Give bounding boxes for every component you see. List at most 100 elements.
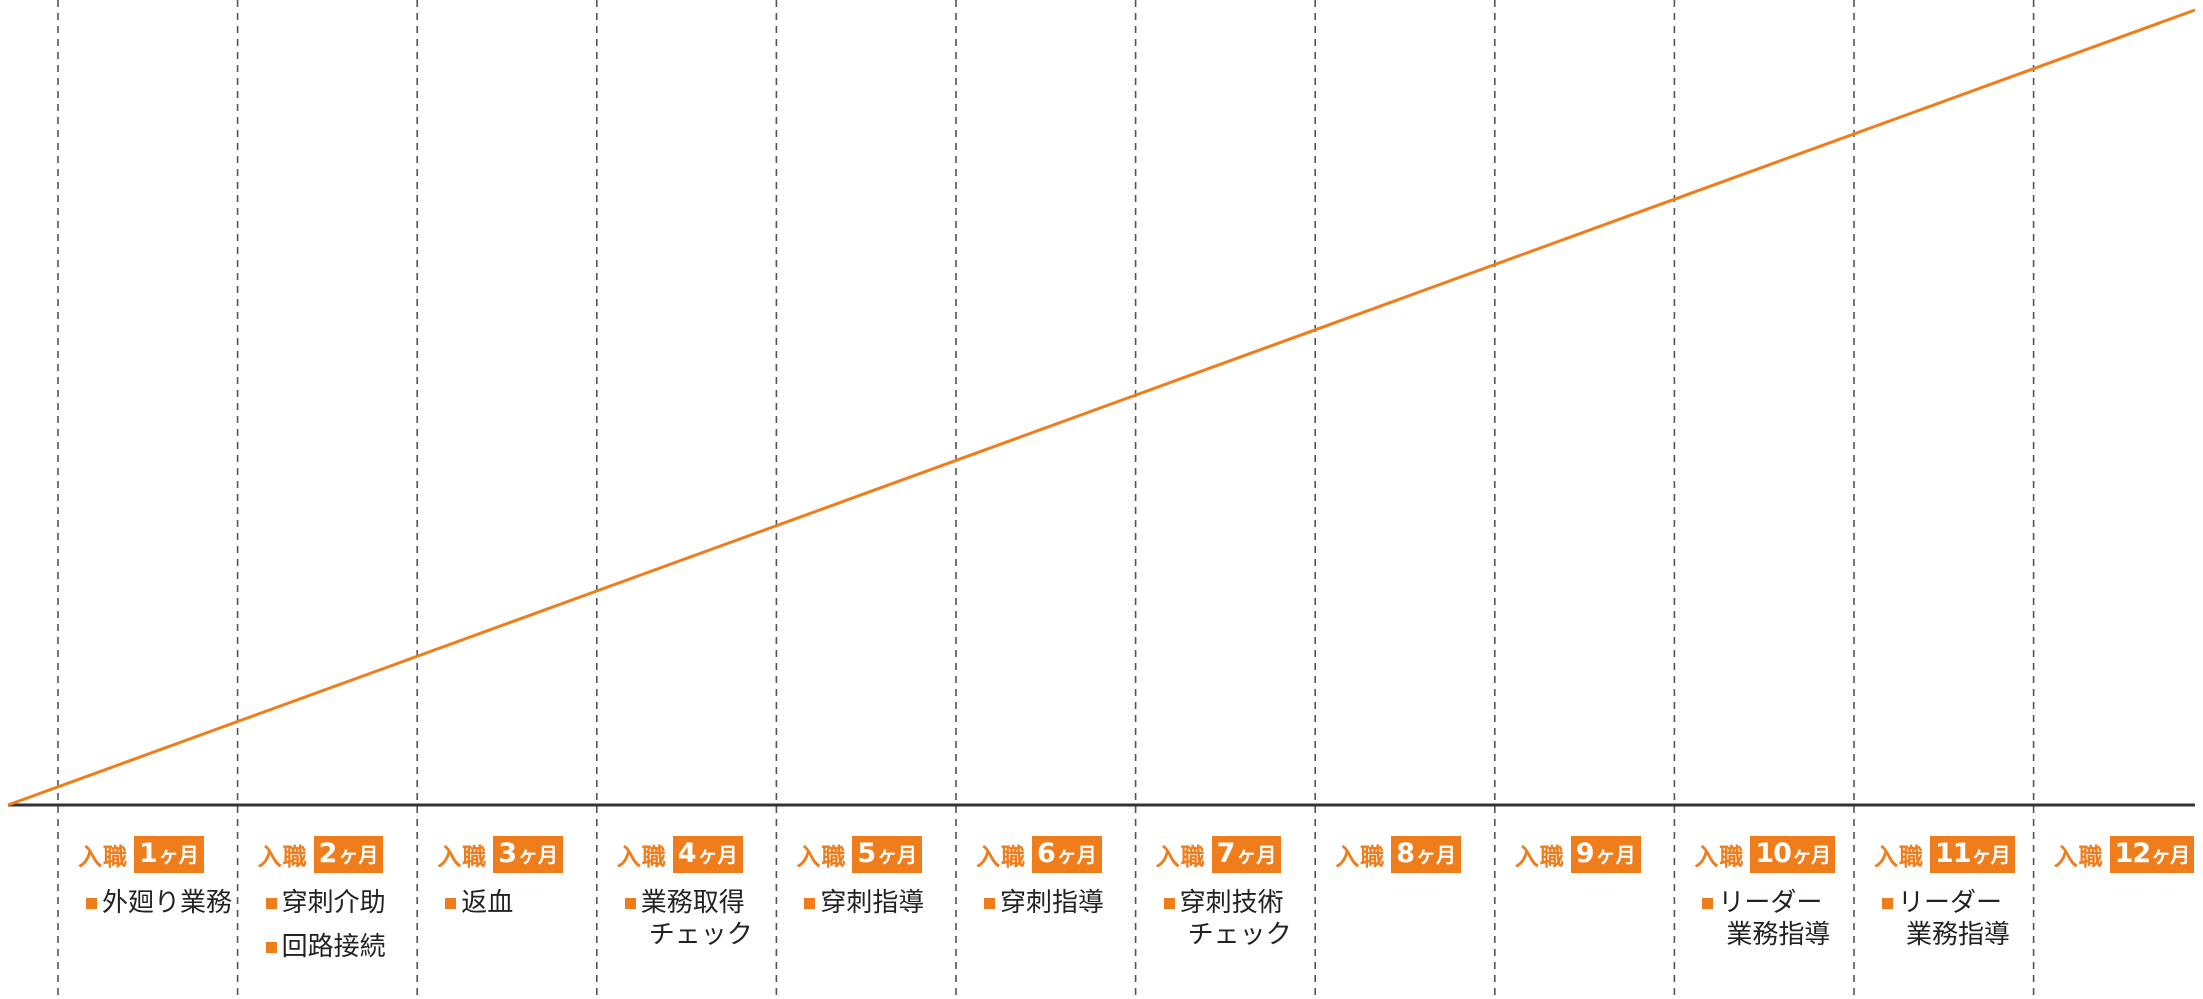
month-unit: ヶ月 xyxy=(1791,842,1831,867)
task-list: リーダー 業務指導 xyxy=(1702,887,1868,951)
month-header: 入職 6 ヶ月 xyxy=(976,835,1150,873)
month-column: 入職 5 ヶ月 穿刺指導 xyxy=(790,835,970,931)
task-label: リーダー xyxy=(1898,888,2003,918)
task-label: 業務指導 xyxy=(1726,920,1831,950)
square-bullet-icon xyxy=(1702,898,1714,909)
month-column: 入職 7 ヶ月穿刺技術 チェック xyxy=(1150,835,1330,963)
month-dividers xyxy=(57,0,2035,999)
task-item: リーダー 業務指導 xyxy=(1882,887,2048,951)
task-label: 回路接続 xyxy=(281,932,386,962)
hire-label: 入職 xyxy=(78,842,128,871)
month-badge: 6 ヶ月 xyxy=(1032,835,1102,873)
month-number: 8 xyxy=(1396,837,1415,869)
month-badge: 3 ヶ月 xyxy=(493,835,563,873)
task-item: 業務取得 チェック xyxy=(624,887,791,951)
month-number: 6 xyxy=(1037,837,1056,869)
month-header: 入職 1 ヶ月 xyxy=(78,835,252,873)
task-label: チェック xyxy=(648,920,753,950)
month-header: 入職 5 ヶ月 xyxy=(796,835,970,873)
task-item: 穿刺指導 xyxy=(984,887,1150,919)
month-unit: ヶ月 xyxy=(1415,842,1456,867)
task-list: 返血 xyxy=(445,887,611,919)
task-item: 穿刺指導 xyxy=(804,887,970,919)
task-item: 穿刺介助 xyxy=(265,887,432,919)
task-label: 穿刺技術 xyxy=(1179,888,1284,918)
month-unit: ヶ月 xyxy=(1595,842,1636,867)
month-unit: ヶ月 xyxy=(517,842,558,867)
month-unit: ヶ月 xyxy=(2151,842,2190,867)
square-bullet-icon xyxy=(624,898,636,909)
month-number: 4 xyxy=(677,837,697,869)
hire-label: 入職 xyxy=(2053,842,2104,871)
month-badge: 12 ヶ月 xyxy=(2109,835,2195,873)
square-bullet-icon xyxy=(984,898,995,909)
task-label: 穿刺指導 xyxy=(1000,888,1105,918)
month-header: 入職 12 ヶ月 xyxy=(2054,835,2203,873)
hire-label: 入職 xyxy=(796,842,847,871)
month-column: 入職 9 ヶ月 xyxy=(1509,835,1689,887)
month-unit: ヶ月 xyxy=(158,842,199,867)
task-list: 外廻り業務 xyxy=(86,887,252,919)
month-column: 入職 4 ヶ月業務取得 チェック xyxy=(611,835,791,963)
month-header: 入職 9 ヶ月 xyxy=(1515,835,1689,873)
task-item: 外廻り業務 xyxy=(86,887,252,919)
month-header: 入職 4 ヶ月 xyxy=(617,835,791,873)
hire-label: 入職 xyxy=(437,842,488,871)
month-number: 1 xyxy=(139,837,158,869)
month-header: 入職 3 ヶ月 xyxy=(437,835,611,873)
month-number: 2 xyxy=(318,837,338,869)
task-label: 穿刺指導 xyxy=(820,888,925,918)
month-number: 5 xyxy=(857,837,877,869)
month-number: 7 xyxy=(1216,837,1236,869)
month-badge: 1 ヶ月 xyxy=(134,835,204,873)
task-label: 外廻り業務 xyxy=(102,888,233,918)
square-bullet-icon xyxy=(445,898,457,909)
square-bullet-icon xyxy=(804,898,816,909)
task-list: 業務取得 チェック xyxy=(624,887,791,951)
task-item: 穿刺技術 チェック xyxy=(1163,887,1330,951)
month-column: 入職 12 ヶ月 xyxy=(2048,835,2203,887)
task-item: 返血 xyxy=(445,887,611,919)
month-badge: 10 ヶ月 xyxy=(1750,835,1835,873)
month-badge: 4 ヶ月 xyxy=(672,835,743,873)
square-bullet-icon xyxy=(265,898,277,909)
hire-label: 入職 xyxy=(257,842,308,871)
month-header: 入職 2 ヶ月 xyxy=(258,835,432,873)
hire-label: 入職 xyxy=(1514,842,1565,871)
month-column: 入職 11 ヶ月リーダー 業務指導 xyxy=(1868,835,2048,963)
month-number: 9 xyxy=(1575,837,1595,869)
task-label: チェック xyxy=(1187,920,1292,950)
month-header: 入職 7 ヶ月 xyxy=(1156,835,1330,873)
month-header: 入職 11 ヶ月 xyxy=(1874,835,2048,873)
task-list: 穿刺介助 回路接続 xyxy=(265,887,432,963)
hire-label: 入職 xyxy=(1694,842,1745,871)
month-unit: ヶ月 xyxy=(1056,842,1097,867)
task-list: 穿刺技術 チェック xyxy=(1163,887,1330,951)
hire-label: 入職 xyxy=(976,842,1026,871)
square-bullet-icon xyxy=(86,898,97,909)
task-list: 穿刺指導 xyxy=(984,887,1150,919)
hire-label: 入職 xyxy=(1874,842,1924,871)
month-unit: ヶ月 xyxy=(1236,842,1277,867)
task-label: 返血 xyxy=(461,888,514,918)
month-column: 入職 10 ヶ月リーダー 業務指導 xyxy=(1688,835,1868,963)
hire-label: 入職 xyxy=(1335,842,1386,871)
month-badge: 9 ヶ月 xyxy=(1570,835,1641,873)
month-column: 入職 1 ヶ月 外廻り業務 xyxy=(72,835,252,931)
task-item: リーダー 業務指導 xyxy=(1702,887,1868,951)
month-column: 入職 3 ヶ月 返血 xyxy=(431,835,611,931)
month-column: 入職 8 ヶ月 xyxy=(1329,835,1509,887)
month-number: 11 xyxy=(1935,837,1972,869)
month-number: 3 xyxy=(498,837,517,869)
month-column: 入職 6 ヶ月 穿刺指導 xyxy=(970,835,1150,931)
task-label: 穿刺介助 xyxy=(281,888,386,918)
task-label: リーダー xyxy=(1718,888,1823,918)
month-badge: 8 ヶ月 xyxy=(1391,835,1461,873)
month-column: 入職 2 ヶ月 穿刺介助 回路接続 xyxy=(252,835,432,975)
month-badge: 11 ヶ月 xyxy=(1930,835,2015,873)
task-label: 業務取得 xyxy=(640,888,745,918)
month-unit: ヶ月 xyxy=(697,842,738,867)
growth-line xyxy=(7,8,2196,807)
task-item: 回路接続 xyxy=(265,931,432,963)
